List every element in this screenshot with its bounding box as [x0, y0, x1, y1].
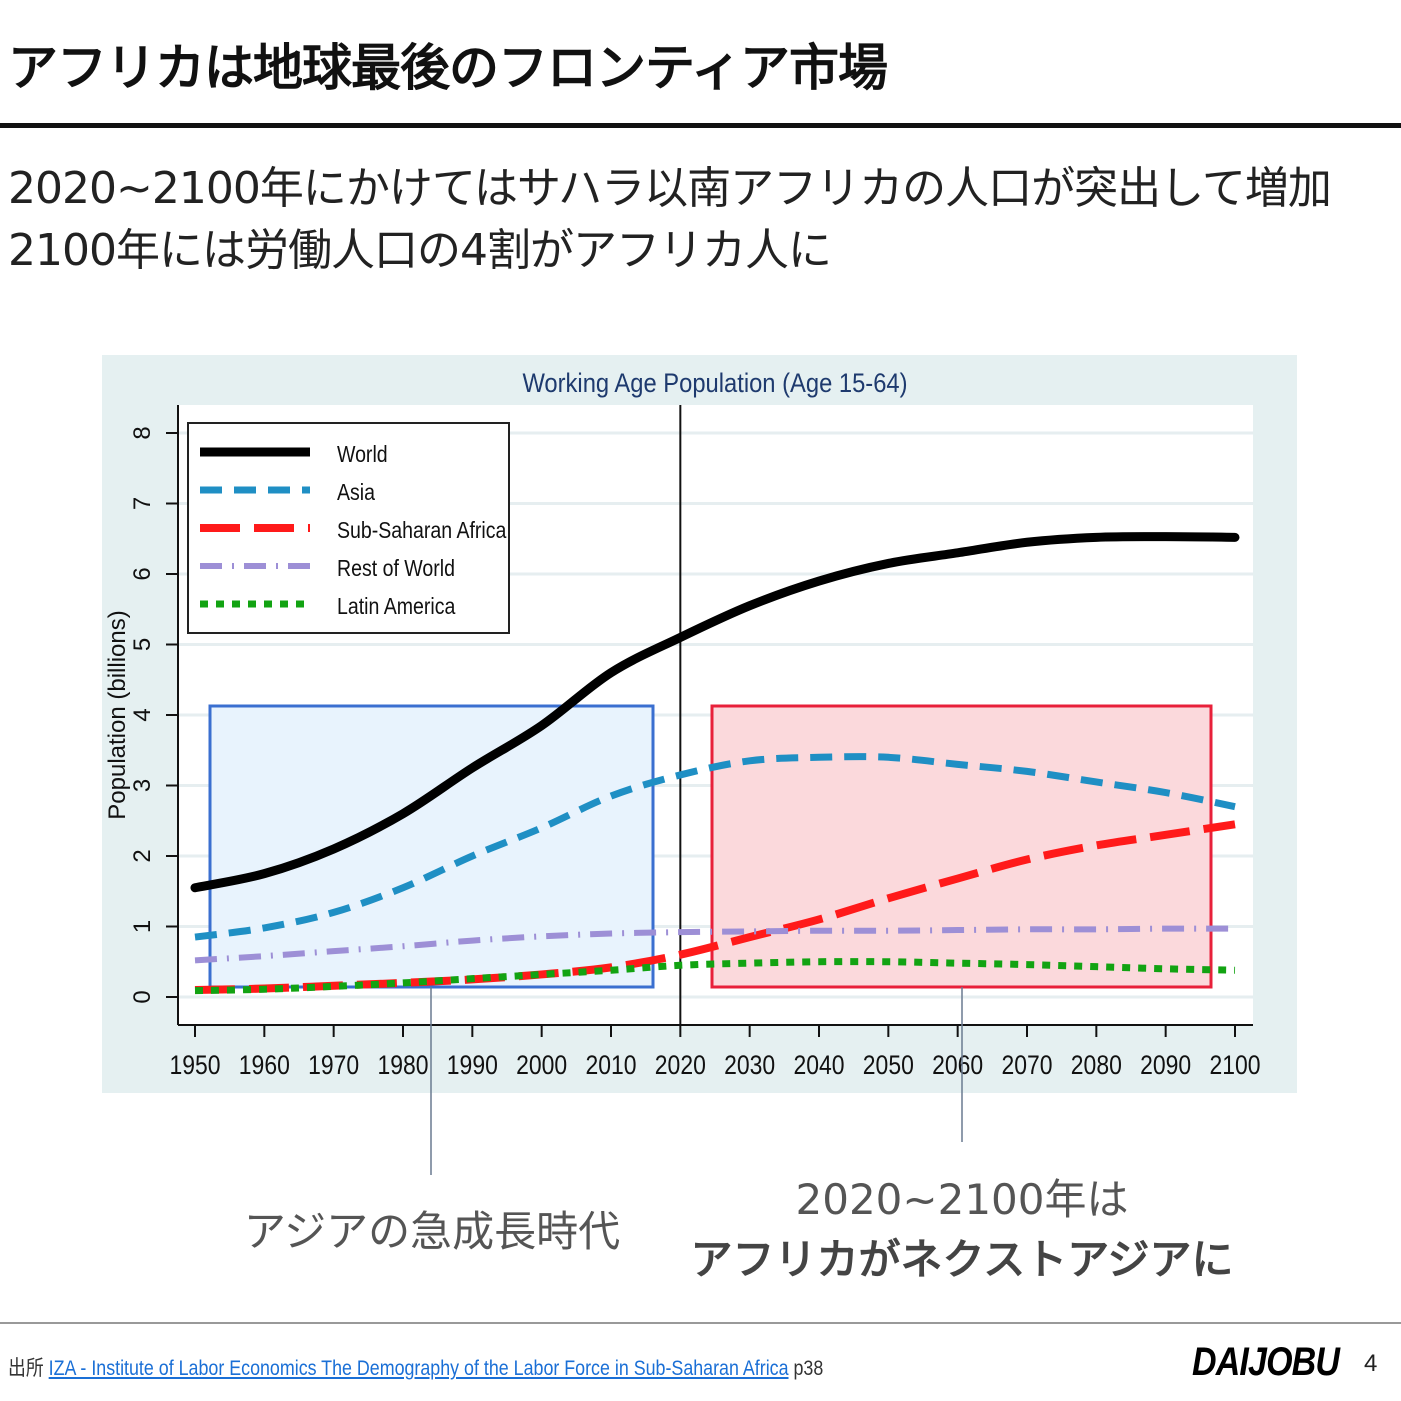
x-tick-label: 2000 — [516, 1050, 567, 1080]
x-tick-label: 1970 — [308, 1050, 359, 1080]
annotation-right-line-2: アフリカがネクストアジアに — [690, 1235, 1234, 1284]
subtitle-line-2: 2100年には労働人口の4割がアフリカ人に — [8, 225, 832, 276]
source-link[interactable]: IZA - Institute of Labor Economics The D… — [48, 1357, 789, 1380]
x-tick-label: 2040 — [793, 1050, 844, 1080]
y-tick-label: 8 — [129, 426, 156, 439]
x-tick-label: 1960 — [239, 1050, 290, 1080]
series-line-sub-saharan-africa — [194, 820, 1236, 994]
legend-label-rest-of-world: Rest of World — [337, 556, 455, 582]
legend-label-latin-america: Latin America — [337, 594, 455, 620]
x-tick-label: 1980 — [377, 1050, 428, 1080]
y-tick-label: 7 — [129, 497, 156, 510]
x-tick-label: 2060 — [932, 1050, 983, 1080]
x-tick-label: 2020 — [655, 1050, 706, 1080]
highlight-box-africa-growth — [710, 704, 1213, 989]
title-divider — [0, 123, 1401, 128]
y-tick-label: 2 — [129, 849, 156, 862]
x-tick-label: 2080 — [1071, 1050, 1122, 1080]
y-tick-label: 3 — [129, 779, 156, 792]
y-axis-label: Population (billions) — [104, 610, 131, 819]
chart-title: Working Age Population (Age 15-64) — [522, 369, 907, 399]
series-line-world — [190, 532, 1240, 893]
page-number: 4 — [1364, 1350, 1378, 1377]
y-tick-label: 4 — [129, 708, 156, 721]
legend-label-world: World — [337, 442, 388, 468]
source-citation: 出所 IZA - Institute of Labor Economics Th… — [8, 1352, 823, 1382]
y-tick-label: 0 — [129, 990, 156, 1003]
footer-divider — [0, 1322, 1401, 1324]
legend-label-sub-saharan-africa: Sub-Saharan Africa — [337, 518, 507, 544]
daijobu-logo: DAIJOBU — [1192, 1340, 1340, 1384]
x-tick-label: 2090 — [1140, 1050, 1191, 1080]
y-tick-label: 5 — [129, 638, 156, 651]
legend-box — [187, 422, 510, 634]
x-tick-label: 1990 — [447, 1050, 498, 1080]
annotation-right-line-1: 2020~2100年は — [795, 1175, 1129, 1224]
x-tick-label: 2070 — [1001, 1050, 1052, 1080]
x-tick-label: 2010 — [585, 1050, 636, 1080]
annotation-asia-growth: アジアの急成長時代 — [243, 1207, 621, 1256]
series-line-asia — [194, 753, 1236, 941]
highlight-box-asia-growth — [208, 704, 655, 989]
legend-label-asia: Asia — [337, 480, 375, 506]
x-tick-label: 2100 — [1209, 1050, 1260, 1080]
x-tick-label: 2050 — [863, 1050, 914, 1080]
x-tick-label: 1950 — [169, 1050, 220, 1080]
y-tick-label: 1 — [129, 920, 156, 933]
subtitle-line-1: 2020~2100年にかけてはサハラ以南アフリカの人口が突出して増加 — [8, 163, 1332, 214]
source-label: 出所 — [8, 1357, 44, 1380]
x-tick-label: 2030 — [724, 1050, 775, 1080]
y-tick-label: 6 — [129, 567, 156, 580]
source-page: p38 — [793, 1357, 824, 1380]
slide-title: アフリカは地球最後のフロンティア市場 — [8, 39, 888, 97]
legend: World Asia Sub-Saharan Africa Rest of World… — [187, 422, 510, 634]
series-line-latin-america — [194, 958, 1236, 995]
